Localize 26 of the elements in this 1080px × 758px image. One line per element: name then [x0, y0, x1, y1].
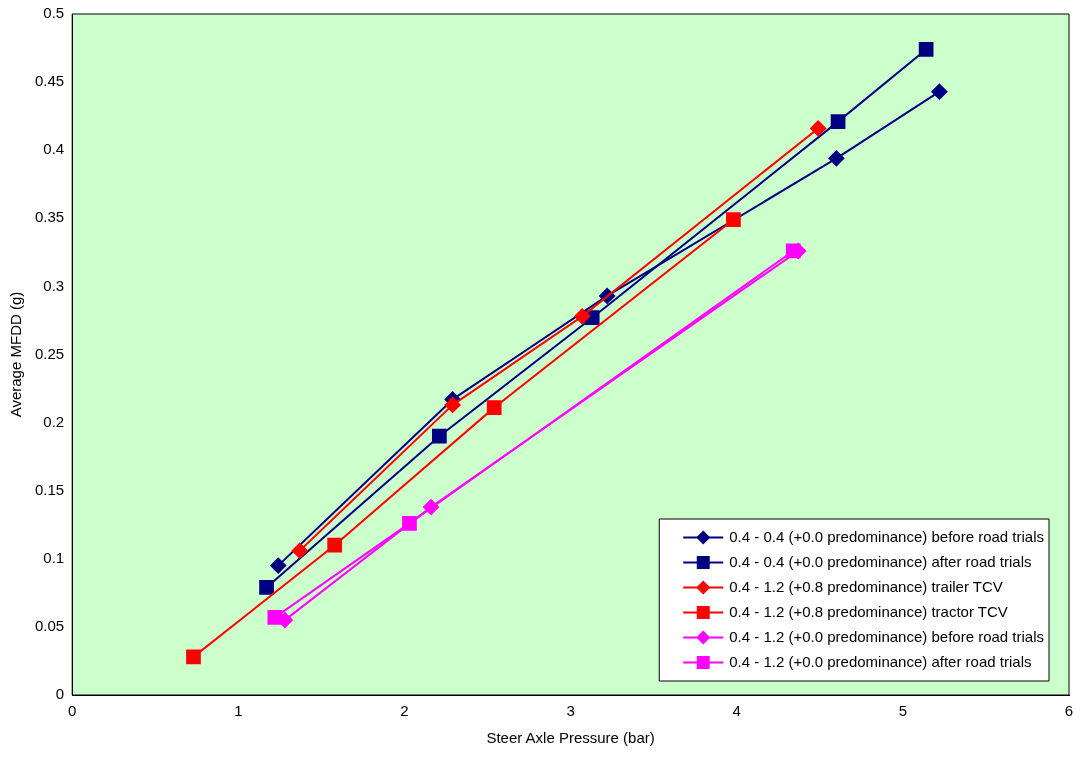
legend-label: 0.4 - 1.2 (+0.8 predominance) tractor TCV — [729, 602, 1008, 620]
y-tick-label: 0.35 — [34, 208, 65, 226]
legend-label: 0.4 - 1.2 (+0.8 predominance) trailer TCV — [729, 577, 1003, 595]
y-tick-label: 0.45 — [34, 72, 65, 90]
y-tick-label: 0.5 — [43, 4, 65, 22]
y-tick-label: 0.25 — [34, 344, 65, 362]
x-tick-label: 4 — [732, 702, 741, 720]
legend-label: 0.4 - 1.2 (+0.0 predominance) before road trials — [729, 627, 1045, 645]
y-tick-label: 0.4 — [43, 140, 65, 158]
y-axis-title: Average MFDD (g) — [7, 291, 25, 418]
x-tick-label: 6 — [1064, 702, 1074, 720]
y-tick-label: 0.15 — [34, 480, 65, 498]
y-tick-label: 0.3 — [43, 276, 65, 294]
y-tick-label: 0.1 — [43, 548, 65, 566]
x-tick-label: 2 — [400, 702, 409, 720]
x-tick-label: 3 — [566, 702, 575, 720]
y-tick-label: 0.2 — [43, 412, 65, 430]
legend-label: 0.4 - 0.4 (+0.0 predominance) before road trials — [729, 527, 1045, 545]
x-axis-title: Steer Axle Pressure (bar) — [486, 729, 655, 747]
x-tick-label: 1 — [234, 702, 243, 720]
y-tick-label: 0.05 — [34, 617, 65, 635]
legend-label: 0.4 - 1.2 (+0.0 predominance) after road trials — [729, 652, 1032, 670]
x-tick-label: 0 — [68, 702, 77, 720]
y-tick-label: 0 — [55, 685, 65, 703]
x-tick-label: 5 — [898, 702, 908, 720]
legend-label: 0.4 - 0.4 (+0.0 predominance) after road trials — [729, 552, 1032, 570]
